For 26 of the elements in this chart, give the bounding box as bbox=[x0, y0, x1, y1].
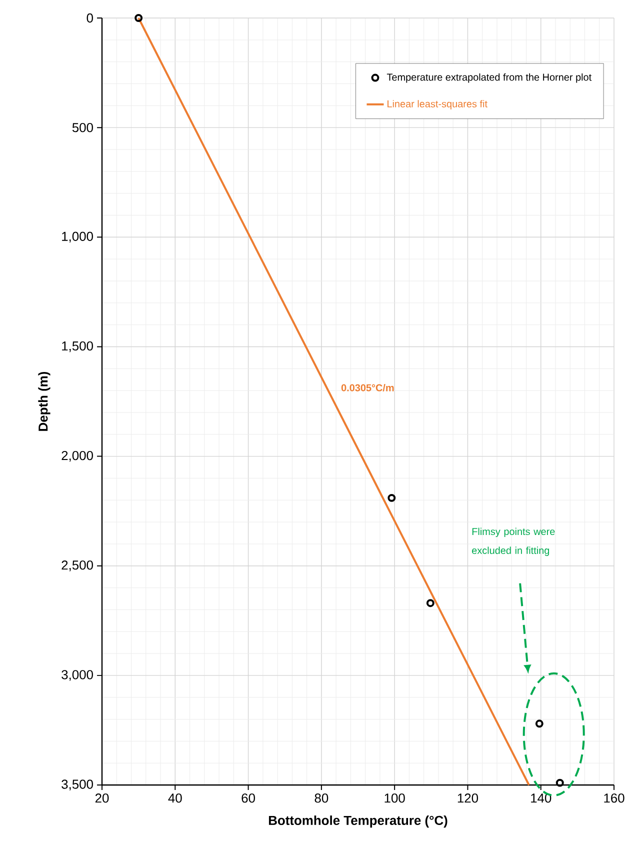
x-axis-title: Bottomhole Temperature (°C) bbox=[268, 815, 448, 828]
legend-label: Linear least-squares fit bbox=[388, 100, 488, 110]
y-tick-label: 3,000 bbox=[62, 670, 93, 681]
y-axis-title: Depth (m) bbox=[38, 372, 50, 431]
y-tick-label: 500 bbox=[72, 122, 93, 132]
annotation: 0.0305°C/m bbox=[341, 384, 394, 392]
y-tick-label: 3,500 bbox=[62, 780, 93, 790]
y-tick-label: 1,000 bbox=[62, 232, 93, 242]
y-tick-label: 0 bbox=[86, 13, 93, 23]
y-tick-label: 2,500 bbox=[62, 560, 93, 572]
x-tick-label: 60 bbox=[242, 794, 255, 803]
point bbox=[556, 778, 564, 787]
legend-label: Temperature extrapolated from the Horner plot bbox=[386, 73, 592, 83]
point bbox=[388, 494, 396, 502]
x-tick-label: 160 bbox=[604, 794, 624, 803]
y-tick-label: 2,000 bbox=[62, 450, 93, 462]
x-tick-label: 40 bbox=[168, 794, 182, 803]
point bbox=[426, 599, 434, 608]
x-tick-label: 20 bbox=[95, 794, 109, 803]
annotation: Flimsy points were excluded in fitting bbox=[472, 528, 555, 556]
y-tick-label: 1,500 bbox=[62, 341, 93, 352]
x-tick-label: 120 bbox=[458, 794, 478, 803]
x-tick-label: 100 bbox=[384, 794, 405, 803]
x-tick-label: 80 bbox=[314, 794, 328, 803]
point bbox=[535, 720, 544, 728]
point bbox=[134, 14, 143, 22]
